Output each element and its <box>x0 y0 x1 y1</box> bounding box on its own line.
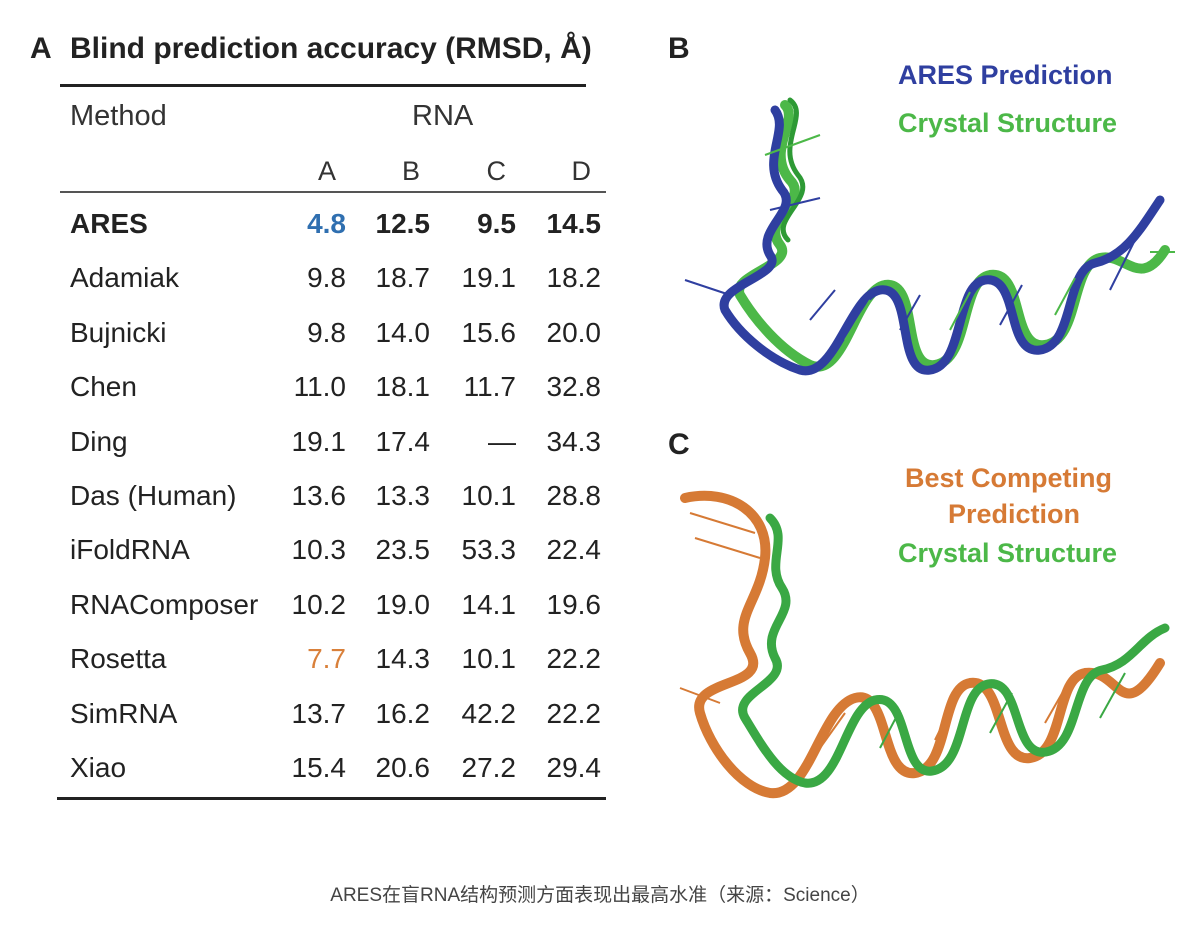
rmsd-value: 15.4 <box>291 752 347 783</box>
rmsd-value: 20.6 <box>375 752 431 783</box>
legend-best-competing-line1: Best Competing <box>905 463 1113 493</box>
method-name: Adamiak <box>70 262 179 294</box>
method-name: Xiao <box>70 752 127 783</box>
legend-best-competing-line2: Prediction <box>948 499 1081 529</box>
method-name: Ding <box>70 425 128 457</box>
rmsd-value: 42.2 <box>461 697 517 729</box>
structure-overlay-b <box>684 97 1175 376</box>
rmsd-value: 16.2 <box>375 697 431 729</box>
rmsd-value: 12.5 <box>375 208 431 239</box>
rmsd-value: 28.8 <box>546 480 602 511</box>
rmsd-value: 18.2 <box>546 262 602 294</box>
best-competing-prediction-strand <box>680 490 1165 799</box>
rmsd-value: 23.5 <box>375 534 431 566</box>
legend-ares-prediction: ARES Prediction <box>898 60 1113 90</box>
method-name: SimRNA <box>70 697 178 729</box>
rmsd-value: 27.2 <box>461 752 517 783</box>
rmsd-value: 11.7 <box>463 371 516 403</box>
rmsd-value: 19.0 <box>375 588 431 620</box>
legend-crystal-structure-c: Crystal Structure <box>898 538 1118 568</box>
table-row: SimRNA 13.7 16.2 42.2 22.2 <box>0 698 620 752</box>
rmsd-value: 13.3 <box>375 480 431 511</box>
rna-group-header: RNA <box>412 100 474 132</box>
table-row: Adamiak 9.8 18.7 19.1 18.2 <box>0 262 620 316</box>
structure-overlay-c <box>679 490 1170 799</box>
rmsd-value: 9.5 <box>477 208 516 239</box>
rmsd-value: 18.1 <box>375 371 431 403</box>
rmsd-value: 14.1 <box>461 588 517 620</box>
table-row: Das (Human) 13.6 13.3 10.1 28.8 <box>0 480 620 534</box>
rmsd-value: 7.7 <box>307 643 346 675</box>
rmsd-value: 10.2 <box>291 588 347 620</box>
table-title: Blind prediction accuracy (RMSD, Å) <box>70 32 592 65</box>
rmsd-value: 10.1 <box>461 643 517 675</box>
rmsd-value: 22.4 <box>546 534 602 566</box>
rmsd-value: 32.8 <box>546 371 602 403</box>
rmsd-value: 19.1 <box>291 425 347 457</box>
column-header-d: D <box>571 156 592 186</box>
crystal-structure-strand-c <box>738 513 1170 788</box>
rmsd-value: 34.3 <box>546 425 602 457</box>
rmsd-value: 53.3 <box>461 534 517 566</box>
panel-label-a: A <box>30 32 52 65</box>
ares-prediction-strand <box>719 105 1165 376</box>
rmsd-value: 10.1 <box>461 480 517 511</box>
rmsd-value: 4.8 <box>307 208 346 239</box>
rmsd-value: 19.1 <box>461 262 517 294</box>
rmsd-value: 29.4 <box>546 752 602 783</box>
rmsd-value: 9.8 <box>307 262 346 294</box>
table-row: iFoldRNA 10.3 23.5 53.3 22.4 <box>0 534 620 588</box>
table-row: Bujnicki 9.8 14.0 15.6 20.0 <box>0 317 620 371</box>
rmsd-value: 18.7 <box>375 262 431 294</box>
table-row: Ding 19.1 17.4 — 34.3 <box>0 426 620 480</box>
column-header-b: B <box>401 156 420 186</box>
rmsd-value: 20.0 <box>546 316 602 348</box>
table-row: Rosetta 7.7 14.3 10.1 22.2 <box>0 643 620 697</box>
table-row: Chen 11.0 18.1 11.7 32.8 <box>0 371 620 425</box>
method-name: Das (Human) <box>70 480 237 511</box>
method-name: iFoldRNA <box>70 534 190 566</box>
table-row: Xiao 15.4 20.6 27.2 29.4 <box>0 752 620 806</box>
rmsd-value: 22.2 <box>546 697 602 729</box>
method-name: Chen <box>70 371 137 403</box>
table-header-rule <box>60 191 606 193</box>
rmsd-value: 9.8 <box>307 316 346 348</box>
column-header-a: A <box>317 156 336 186</box>
panel-label-c: C <box>668 428 690 461</box>
rmsd-value: 19.6 <box>546 588 602 620</box>
table-row: ARES 4.8 12.5 9.5 14.5 <box>0 208 620 262</box>
rmsd-value: 11.0 <box>293 371 346 403</box>
rmsd-value: 14.5 <box>546 208 602 239</box>
method-header: Method <box>70 100 167 132</box>
rmsd-value: 14.0 <box>375 316 431 348</box>
rmsd-value: 22.2 <box>546 643 602 675</box>
rmsd-value: 17.4 <box>375 425 431 457</box>
rmsd-value: 15.6 <box>461 316 517 348</box>
table-bottom-rule <box>57 797 606 800</box>
table-row: RNAComposer 10.2 19.0 14.1 19.6 <box>0 589 620 643</box>
legend-crystal-structure-b: Crystal Structure <box>898 108 1118 138</box>
panel-label-b: B <box>668 32 690 65</box>
rmsd-value: 14.3 <box>375 643 431 675</box>
method-name: Rosetta <box>70 643 167 675</box>
rmsd-value: 10.3 <box>291 534 347 566</box>
rmsd-value: — <box>488 425 516 457</box>
table-top-rule <box>60 84 586 87</box>
figure-caption: ARES在盲RNA结构预测方面表现出最高水准（来源：Science） <box>330 885 870 906</box>
method-name: Bujnicki <box>70 316 167 348</box>
method-name: RNAComposer <box>70 588 259 620</box>
rmsd-value: 13.6 <box>291 480 347 511</box>
method-name: ARES <box>70 208 148 239</box>
rmsd-value: 13.7 <box>291 697 347 729</box>
column-header-c: C <box>486 156 507 186</box>
